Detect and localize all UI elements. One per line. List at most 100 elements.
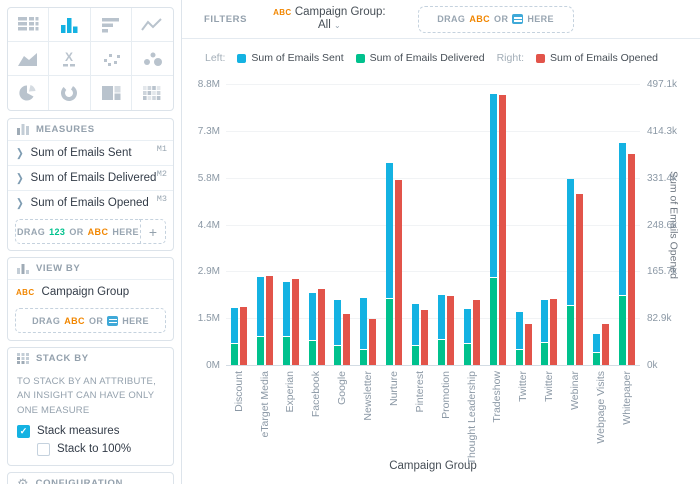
emails-opened-bar[interactable] [239, 306, 247, 365]
emails-delivered-segment[interactable] [541, 343, 549, 365]
emails-sent-segment[interactable] [567, 178, 575, 305]
emails-delivered-segment[interactable] [256, 336, 264, 365]
legend-item-emails-sent[interactable]: Sum of Emails Sent [237, 52, 344, 64]
emails-delivered-segment[interactable] [437, 340, 445, 365]
legend-item-emails-delivered[interactable]: Sum of Emails Delivered [355, 52, 485, 64]
emails-opened-bar[interactable] [291, 279, 299, 365]
stack-to-100-checkbox[interactable]: Stack to 100% [8, 438, 173, 465]
emails-opened-bar[interactable] [576, 194, 584, 365]
stacked-bar[interactable] [541, 299, 549, 365]
stacked-bar[interactable] [308, 293, 316, 365]
stacked-bar[interactable] [619, 143, 627, 365]
vis-type-bar-chart[interactable] [90, 8, 132, 42]
checkbox-unchecked-icon[interactable] [37, 442, 50, 456]
emails-opened-bar[interactable] [343, 314, 351, 365]
chevron-right-icon[interactable]: ❯ [16, 196, 24, 209]
measure-item-emails-delivered[interactable]: ❯ Sum of Emails Delivered M2 [8, 165, 173, 190]
vis-type-area-chart[interactable] [8, 42, 50, 76]
left-axis-tick: 2.9M [197, 266, 220, 278]
emails-sent-segment[interactable] [360, 298, 368, 349]
emails-sent-segment[interactable] [334, 300, 342, 346]
emails-delivered-segment[interactable] [567, 305, 575, 365]
emails-opened-bar[interactable] [602, 324, 610, 365]
emails-delivered-segment[interactable] [412, 346, 420, 365]
campaign-group-filter[interactable]: ABC Campaign Group: All ⌄ [273, 5, 386, 31]
vis-type-pie-chart[interactable] [8, 76, 50, 110]
configuration-header[interactable]: ⚙ CONFIGURATION [8, 473, 173, 484]
emails-sent-segment[interactable] [593, 334, 601, 353]
stacked-bar[interactable] [437, 295, 445, 365]
emails-opened-bar[interactable] [472, 300, 480, 365]
emails-sent-segment[interactable] [619, 143, 627, 296]
measure-item-emails-sent[interactable]: ❯ Sum of Emails Sent M1 [8, 140, 173, 165]
emails-opened-bar[interactable] [550, 299, 558, 365]
emails-delivered-segment[interactable] [619, 296, 627, 365]
emails-sent-segment[interactable] [541, 299, 549, 343]
stacked-bar[interactable] [463, 309, 471, 365]
emails-sent-segment[interactable] [463, 309, 471, 343]
configuration-section[interactable]: ⚙ CONFIGURATION [7, 471, 174, 484]
vis-type-scatter-plot[interactable] [90, 42, 132, 76]
emails-sent-segment[interactable] [412, 304, 420, 346]
emails-delivered-segment[interactable] [489, 278, 497, 365]
stacked-bar[interactable] [593, 334, 601, 365]
stacked-bar[interactable] [256, 276, 264, 365]
emails-opened-bar[interactable] [628, 154, 636, 365]
emails-sent-segment[interactable] [386, 162, 394, 298]
checkbox-checked-icon[interactable]: ✓ [17, 424, 30, 438]
emails-opened-bar[interactable] [421, 310, 429, 365]
emails-opened-bar[interactable] [265, 276, 273, 365]
measures-dropzone[interactable]: DRAG 123 OR ABC HERE [15, 219, 140, 244]
emails-sent-segment[interactable] [515, 311, 523, 349]
stack-measures-checkbox[interactable]: ✓ Stack measures [8, 420, 173, 438]
emails-sent-segment[interactable] [489, 94, 497, 278]
vis-type-column-chart-selected[interactable] [49, 8, 91, 42]
emails-delivered-segment[interactable] [308, 341, 316, 365]
emails-opened-bar[interactable] [369, 319, 377, 365]
add-measure-button[interactable]: + [140, 219, 166, 244]
emails-delivered-segment[interactable] [230, 344, 238, 365]
emails-opened-bar[interactable] [498, 94, 506, 365]
view-by-dropzone[interactable]: DRAG ABC OR HERE [15, 308, 166, 333]
emails-delivered-segment[interactable] [515, 350, 523, 365]
chevron-right-icon[interactable]: ❯ [16, 171, 24, 184]
vis-type-heatmap[interactable] [132, 76, 173, 110]
emails-sent-segment[interactable] [437, 295, 445, 340]
measure-item-emails-opened[interactable]: ❯ Sum of Emails Opened M3 [8, 190, 173, 215]
stacked-bar[interactable] [489, 94, 497, 365]
filter-dropzone[interactable]: DRAG ABC OR HERE [417, 5, 574, 33]
chevron-right-icon[interactable]: ❯ [16, 146, 24, 159]
emails-sent-segment[interactable] [308, 293, 316, 341]
vis-type-table[interactable] [8, 8, 50, 42]
emails-delivered-segment[interactable] [334, 346, 342, 365]
emails-opened-bar[interactable] [446, 296, 454, 365]
emails-opened-bar[interactable] [395, 180, 403, 365]
legend-item-emails-opened[interactable]: Sum of Emails Opened [536, 52, 658, 64]
vis-type-headline[interactable]: X [49, 42, 91, 76]
vis-type-donut-chart[interactable] [49, 76, 91, 110]
stacked-bar[interactable] [386, 162, 394, 365]
emails-delivered-segment[interactable] [593, 353, 601, 365]
gridline [226, 224, 640, 226]
view-by-item-campaign-group[interactable]: ABC Campaign Group [8, 279, 173, 304]
emails-delivered-segment[interactable] [463, 343, 471, 365]
stacked-bar[interactable] [567, 178, 575, 365]
vis-type-line-chart[interactable] [131, 8, 173, 42]
stacked-bar[interactable] [515, 311, 523, 365]
emails-delivered-segment[interactable] [386, 298, 394, 365]
emails-sent-segment[interactable] [230, 307, 238, 344]
emails-delivered-segment[interactable] [360, 350, 368, 365]
category-group-discount [226, 84, 252, 365]
emails-sent-segment[interactable] [282, 281, 290, 337]
vis-type-treemap[interactable] [91, 76, 132, 110]
emails-sent-segment[interactable] [256, 276, 264, 336]
emails-opened-bar[interactable] [317, 289, 325, 365]
stacked-bar[interactable] [230, 307, 238, 365]
stacked-bar[interactable] [360, 298, 368, 365]
emails-delivered-segment[interactable] [282, 337, 290, 365]
stacked-bar[interactable] [334, 300, 342, 365]
vis-type-bubble-chart[interactable] [131, 42, 173, 76]
stacked-bar[interactable] [412, 304, 420, 365]
emails-opened-bar[interactable] [524, 324, 532, 365]
stacked-bar[interactable] [282, 281, 290, 365]
